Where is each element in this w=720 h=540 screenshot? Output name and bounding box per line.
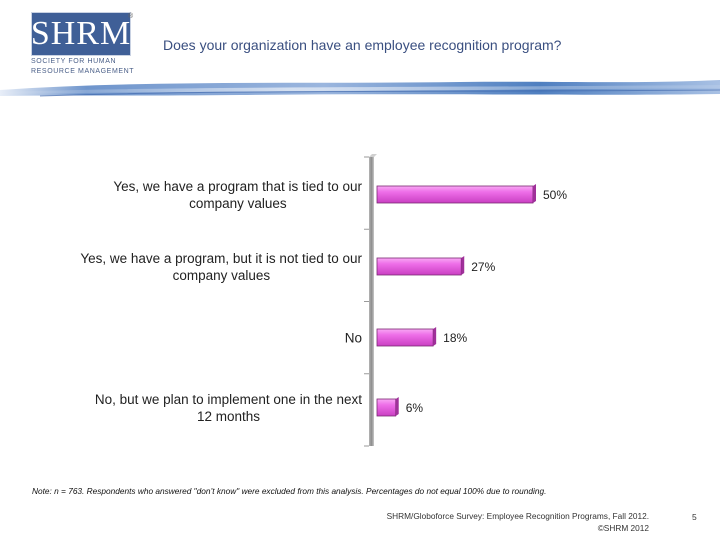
bar-end-cap bbox=[533, 184, 536, 203]
registered-mark: ® bbox=[128, 13, 134, 20]
bar-end-cap bbox=[395, 397, 399, 416]
footnote: Note: n = 763. Respondents who answered … bbox=[32, 486, 547, 496]
bar bbox=[376, 398, 397, 417]
shrm-logo: SHRM ® SOCIETY FOR HUMAN RESOURCE MANAGE… bbox=[31, 12, 135, 76]
category-label: company values bbox=[189, 196, 287, 211]
bar bbox=[376, 185, 534, 204]
header-decorative-band bbox=[0, 80, 720, 97]
page-number: 5 bbox=[692, 512, 697, 522]
data-label: 27% bbox=[471, 260, 495, 274]
bar-end-cap bbox=[461, 256, 465, 275]
category-label: 12 months bbox=[197, 409, 260, 424]
data-label: 18% bbox=[443, 331, 467, 345]
page-title: Does your organization have an employee … bbox=[163, 37, 562, 53]
logo-tagline-2: RESOURCE MANAGEMENT bbox=[31, 68, 135, 75]
source-line-1: SHRM/Globoforce Survey: Employee Recogni… bbox=[386, 511, 649, 521]
data-label: 50% bbox=[543, 188, 567, 202]
y-axis bbox=[369, 157, 374, 446]
bar bbox=[376, 257, 462, 276]
logo-wordmark: SHRM bbox=[30, 15, 132, 52]
y-axis-top bbox=[369, 154, 377, 157]
source-citation: SHRM/Globoforce Survey: Employee Recogni… bbox=[387, 510, 649, 534]
category-label: No bbox=[345, 331, 362, 346]
category-label: Yes, we have a program, but it is not ti… bbox=[80, 251, 362, 266]
logo-wordmark-box: SHRM bbox=[31, 12, 131, 56]
category-label: company values bbox=[173, 268, 271, 283]
category-label: Yes, we have a program that is tied to o… bbox=[113, 179, 362, 194]
category-label: No, but we plan to implement one in the … bbox=[95, 392, 362, 407]
bar-chart: 50% Yes, we have a program that is tied t… bbox=[80, 154, 567, 447]
logo-tagline-1: SOCIETY FOR HUMAN bbox=[31, 58, 117, 65]
bar bbox=[376, 328, 434, 347]
bar-end-cap bbox=[433, 327, 437, 346]
source-line-2: ©SHRM 2012 bbox=[597, 523, 649, 533]
data-label: 6% bbox=[406, 401, 424, 415]
